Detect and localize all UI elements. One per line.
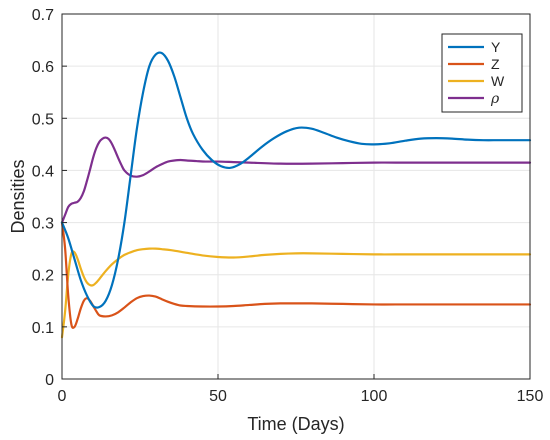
series-layer	[60, 51, 532, 339]
x-tick-label: 50	[209, 388, 227, 405]
y-axis-title: Densities	[8, 159, 28, 233]
y-tick-label: 0	[45, 372, 54, 389]
tick-labels: 0 50 100 150 0 0.1 0.2 0.3 0.4 0.5 0.6 0.7	[32, 7, 544, 405]
legend-label-w: W	[491, 73, 505, 89]
series-line-z	[60, 221, 532, 329]
legend-label-z: Z	[491, 56, 500, 72]
x-tick-label: 150	[517, 388, 544, 405]
series-line-rho	[60, 136, 532, 224]
y-tick-label: 0.2	[32, 268, 54, 285]
x-axis-title: Time (Days)	[247, 414, 344, 434]
axes-box	[61, 13, 531, 380]
x-tick-label: 100	[361, 388, 388, 405]
series-line-y	[60, 51, 532, 309]
ticks	[61, 13, 531, 380]
legend-label-rho: ρ	[490, 91, 500, 107]
y-tick-label: 0.7	[32, 7, 54, 24]
y-tick-label: 0.5	[32, 111, 54, 128]
y-tick-label: 0.3	[32, 216, 54, 233]
legend-label-y: Y	[491, 39, 501, 55]
x-tick-label: 0	[58, 388, 67, 405]
y-tick-label: 0.1	[32, 320, 54, 337]
legend-box	[441, 33, 523, 113]
y-tick-label: 0.6	[32, 59, 54, 76]
series-line-w	[60, 247, 532, 339]
y-tick-label: 0.4	[32, 163, 54, 180]
